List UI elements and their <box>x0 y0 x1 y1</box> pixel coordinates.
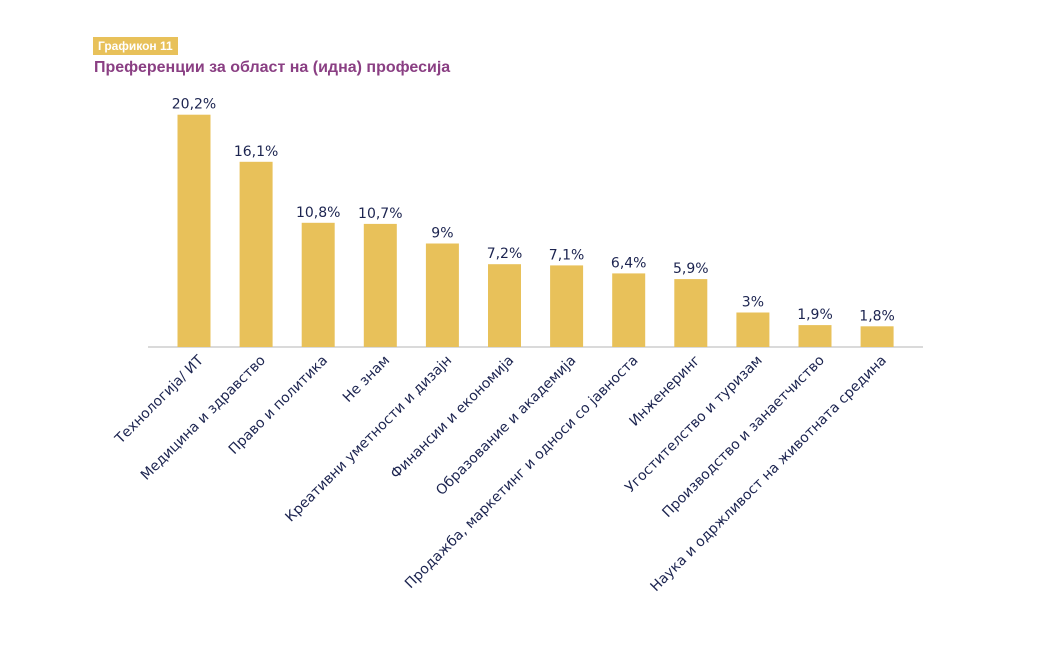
bar-value-label: 1,9% <box>797 307 833 323</box>
bar-value-label: 10,7% <box>358 206 402 222</box>
bar-value-label: 7,1% <box>549 247 585 263</box>
category-tick-label: Не знам <box>340 353 393 406</box>
bar <box>177 114 211 347</box>
bar <box>612 273 646 347</box>
bar-value-label: 6,4% <box>611 255 647 271</box>
bar <box>860 326 894 347</box>
bar <box>363 223 397 347</box>
bar-value-label: 5,9% <box>673 261 709 277</box>
chart-number-badge: Графикон 11 <box>93 37 178 55</box>
bar-value-label: 3% <box>742 295 764 311</box>
bar-value-label: 1,8% <box>859 308 895 324</box>
bar <box>488 264 521 347</box>
bar <box>301 222 335 347</box>
bar-value-label: 10,8% <box>296 205 340 221</box>
bar <box>798 325 832 347</box>
bar-value-label: 20,2% <box>172 97 216 113</box>
category-tick-label: Медицина и здравство <box>138 353 269 484</box>
bar <box>239 161 273 347</box>
chart-title: Преференции за област на (идна) професиј… <box>94 59 451 76</box>
bar-value-label: 16,1% <box>234 144 278 160</box>
category-tick-label: Наука и одржливост на животната средина <box>648 353 890 595</box>
bar-value-label: 9% <box>431 226 453 242</box>
bar <box>736 312 770 347</box>
category-tick-label: Продажба, маркетинг и односи со јавноста <box>402 353 641 592</box>
category-tick-label: Финансии и економија <box>388 353 518 483</box>
bar <box>425 243 459 347</box>
bar-value-label: 7,2% <box>487 246 523 262</box>
bar <box>674 279 708 347</box>
bar <box>550 265 584 347</box>
